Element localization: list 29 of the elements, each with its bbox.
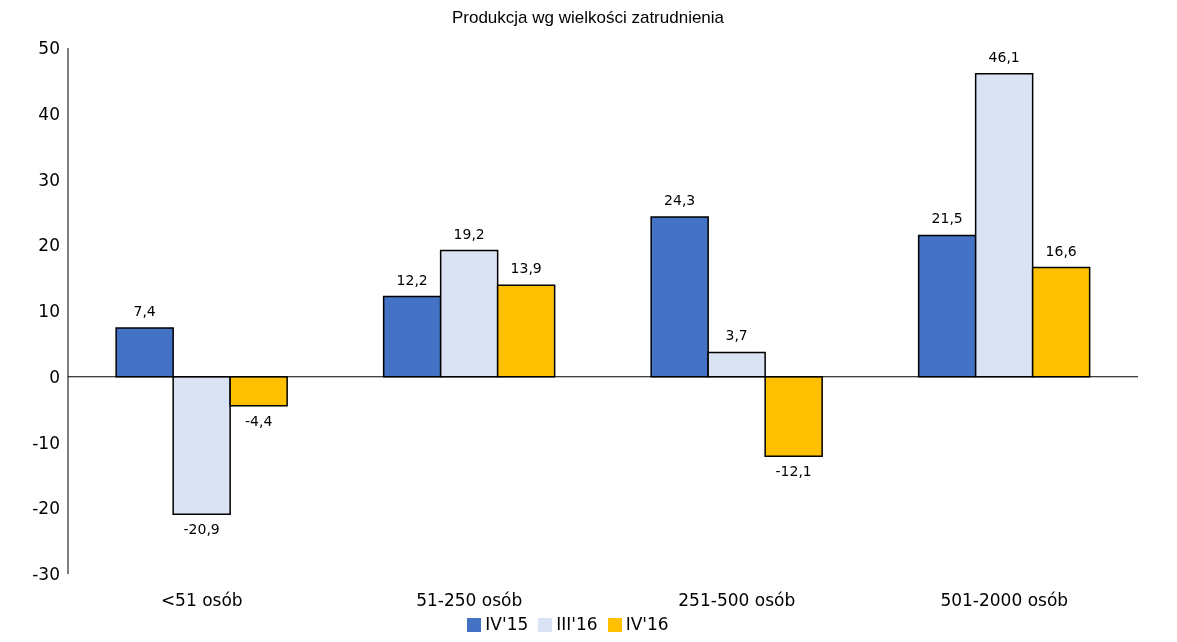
x-tick-label: <51 osób bbox=[160, 590, 243, 611]
y-tick-label: -30 bbox=[32, 564, 60, 585]
y-tick-label: 0 bbox=[49, 366, 60, 387]
legend-label: III'16 bbox=[556, 614, 598, 634]
data-label: 21,5 bbox=[931, 210, 963, 227]
y-tick-label: -10 bbox=[32, 432, 60, 453]
data-label: -4,4 bbox=[244, 412, 273, 429]
data-label: 46,1 bbox=[988, 48, 1020, 65]
legend-label: IV'16 bbox=[625, 614, 669, 634]
x-tick-label: 51-250 osób bbox=[416, 590, 523, 611]
data-label: 7,4 bbox=[133, 303, 156, 320]
y-tick-label: 40 bbox=[38, 103, 60, 124]
x-tick-label: 251-500 osób bbox=[678, 590, 796, 611]
data-label: 19,2 bbox=[453, 225, 485, 242]
chart-title: Produkcja wg wielkości zatrudnienia bbox=[450, 8, 726, 29]
y-tick-label: 10 bbox=[38, 301, 60, 322]
data-label: 24,3 bbox=[664, 191, 696, 208]
data-label: 13,9 bbox=[510, 260, 542, 277]
data-label: -12,1 bbox=[775, 463, 812, 480]
y-tick-label: 20 bbox=[38, 235, 60, 256]
y-tick-label: 30 bbox=[38, 169, 60, 190]
data-label: -20,9 bbox=[183, 521, 220, 538]
x-tick-label: 501-2000 osób bbox=[940, 590, 1069, 611]
y-tick-label: -20 bbox=[32, 498, 60, 519]
y-tick-label: 50 bbox=[38, 38, 60, 59]
data-label: 12,2 bbox=[396, 271, 428, 288]
legend-label: IV'15 bbox=[485, 614, 529, 634]
data-label: 3,7 bbox=[725, 327, 748, 344]
data-label: 16,6 bbox=[1045, 242, 1077, 259]
